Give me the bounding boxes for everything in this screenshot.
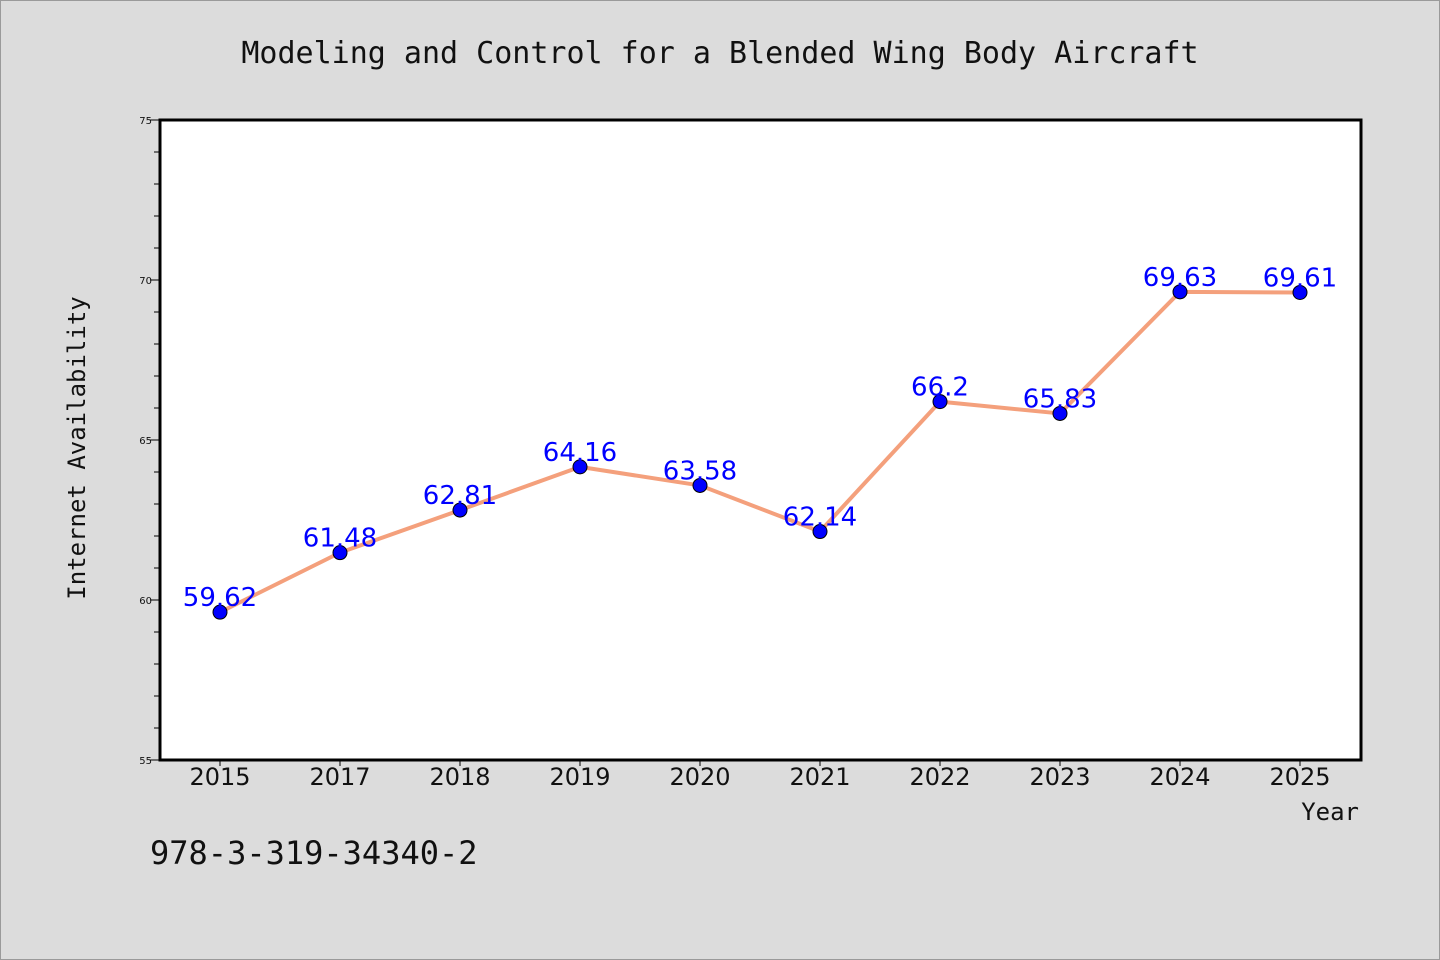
data-label: 66.2 <box>911 373 969 403</box>
data-label: 65.83 <box>1023 384 1097 414</box>
y-tick-label: 65 <box>139 436 152 447</box>
data-label: 62.14 <box>783 503 857 533</box>
data-point <box>812 524 828 540</box>
data-label: 69.63 <box>1143 263 1217 293</box>
y-tick-label: 55 <box>139 756 152 767</box>
x-tick-label: 2019 <box>549 763 610 791</box>
chart-title: Modeling and Control for a Blended Wing … <box>241 36 1198 71</box>
x-tick-label: 2025 <box>1269 763 1330 791</box>
data-label: 63.58 <box>663 456 737 486</box>
x-ticks: 2015 2017 2018 2019 2020 2021 2022 2023 2024 2025 <box>189 760 1331 791</box>
y-tick-label: 60 <box>139 596 152 607</box>
x-tick-label: 2018 <box>429 763 490 791</box>
data-point <box>212 604 228 620</box>
data-point <box>332 545 348 561</box>
series-line <box>219 289 1301 614</box>
data-point <box>1172 284 1188 300</box>
x-tick-label: 2022 <box>909 763 970 791</box>
plot-area <box>160 120 1361 760</box>
isbn-footer: 978-3-319-34340-2 <box>150 834 478 872</box>
series-markers <box>212 284 1308 620</box>
x-tick-label: 2017 <box>309 763 370 791</box>
data-labels: 59.62 61.48 62.81 64.16 63.58 62.14 66.2 65.83 6… <box>183 263 1337 613</box>
y-tick-label: 70 <box>139 276 152 287</box>
x-tick-label: 2024 <box>1149 763 1210 791</box>
plot-border <box>158 118 1363 762</box>
x-tick-label: 2021 <box>789 763 850 791</box>
data-point <box>572 459 588 475</box>
data-label: 62.81 <box>423 481 497 511</box>
data-label: 61.48 <box>303 524 377 554</box>
data-label: 59.62 <box>183 583 257 613</box>
data-point <box>1052 405 1068 421</box>
y-tick-label: 75 <box>139 116 152 127</box>
x-tick-label: 2015 <box>189 763 250 791</box>
data-label: 64.16 <box>543 438 617 468</box>
x-tick-label: 2023 <box>1029 763 1090 791</box>
data-point <box>452 502 468 518</box>
x-tick-label: 2020 <box>669 763 730 791</box>
y-axis-label: Internet Availability <box>63 296 91 599</box>
data-point <box>1292 284 1308 300</box>
y-major-ticks: 55 60 65 70 75 <box>139 116 160 767</box>
data-label: 69.61 <box>1263 263 1337 293</box>
x-axis-label: Year <box>1301 798 1359 826</box>
data-point <box>692 477 708 493</box>
data-point <box>932 394 948 410</box>
